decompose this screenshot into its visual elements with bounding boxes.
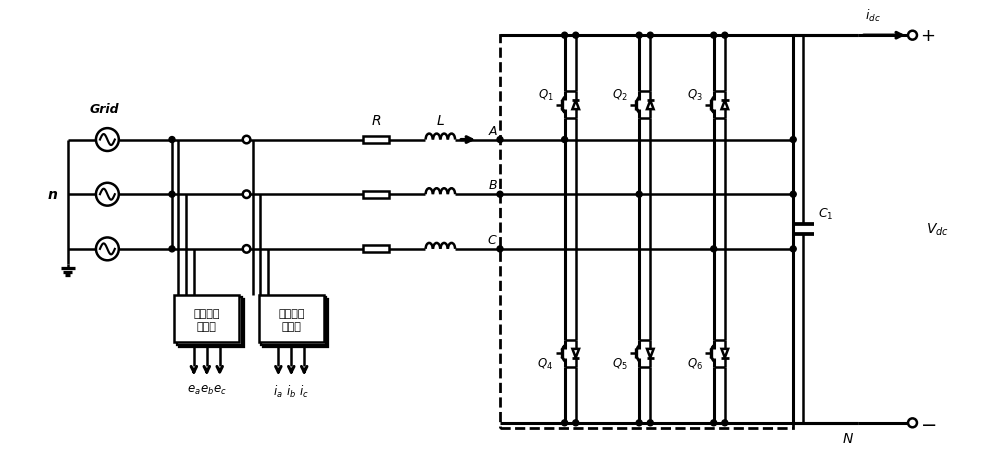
Polygon shape — [562, 346, 565, 348]
Text: $Q_5$: $Q_5$ — [612, 356, 628, 371]
Text: $C$: $C$ — [487, 233, 498, 246]
Circle shape — [790, 192, 796, 198]
Circle shape — [722, 420, 728, 426]
Bar — [263, 299, 328, 347]
Bar — [174, 295, 239, 342]
Bar — [363, 191, 389, 198]
Circle shape — [243, 191, 250, 199]
Circle shape — [790, 137, 796, 143]
Circle shape — [562, 420, 568, 426]
Polygon shape — [572, 101, 579, 110]
Polygon shape — [721, 349, 728, 358]
Polygon shape — [647, 349, 654, 358]
Circle shape — [96, 238, 119, 261]
Text: $C_1$: $C_1$ — [818, 206, 834, 221]
Text: $i_{dc}$: $i_{dc}$ — [865, 8, 881, 24]
Polygon shape — [637, 346, 639, 348]
Bar — [177, 297, 242, 345]
Circle shape — [908, 32, 917, 40]
Circle shape — [96, 184, 119, 206]
Text: 交流电压: 交流电压 — [194, 309, 220, 319]
Circle shape — [908, 419, 917, 427]
Text: $B$: $B$ — [488, 179, 498, 192]
Bar — [179, 299, 244, 347]
Bar — [261, 297, 326, 345]
Text: $Q_3$: $Q_3$ — [687, 88, 703, 103]
Bar — [500, 36, 793, 428]
Circle shape — [711, 246, 717, 252]
Circle shape — [497, 246, 503, 252]
Circle shape — [243, 136, 250, 144]
Bar — [363, 137, 389, 144]
Circle shape — [711, 33, 717, 39]
Text: $Q_2$: $Q_2$ — [612, 88, 628, 103]
Circle shape — [497, 192, 503, 198]
Text: $Q_6$: $Q_6$ — [687, 356, 703, 371]
Text: $i_a$: $i_a$ — [273, 383, 283, 399]
Text: $i_c$: $i_c$ — [299, 383, 309, 399]
Text: 交流电流: 交流电流 — [278, 309, 305, 319]
Circle shape — [573, 33, 579, 39]
Text: $L$: $L$ — [436, 113, 445, 127]
Text: Grid: Grid — [90, 102, 119, 116]
Polygon shape — [647, 101, 654, 110]
Circle shape — [636, 420, 642, 426]
Text: $e_a$: $e_a$ — [187, 383, 201, 396]
Text: $-$: $-$ — [920, 414, 937, 432]
Text: n: n — [48, 188, 58, 202]
Circle shape — [96, 129, 119, 151]
Circle shape — [647, 33, 653, 39]
Text: $Q_4$: $Q_4$ — [537, 356, 553, 371]
Polygon shape — [637, 111, 639, 113]
Circle shape — [647, 420, 653, 426]
Polygon shape — [562, 111, 565, 113]
Text: $Q_1$: $Q_1$ — [538, 88, 553, 103]
Circle shape — [243, 246, 250, 253]
Circle shape — [169, 137, 175, 143]
Text: $i_b$: $i_b$ — [286, 383, 296, 399]
Circle shape — [636, 33, 642, 39]
Text: $N$: $N$ — [842, 431, 854, 445]
Text: $e_c$: $e_c$ — [213, 383, 227, 396]
Circle shape — [169, 192, 175, 198]
Circle shape — [497, 137, 503, 143]
Polygon shape — [711, 111, 714, 113]
Circle shape — [790, 246, 796, 252]
Polygon shape — [572, 349, 579, 358]
Circle shape — [636, 192, 642, 198]
Circle shape — [711, 420, 717, 426]
Circle shape — [573, 420, 579, 426]
Circle shape — [722, 33, 728, 39]
Bar — [259, 295, 324, 342]
Text: $V_{dc}$: $V_{dc}$ — [926, 221, 949, 238]
Polygon shape — [711, 346, 714, 348]
Circle shape — [169, 246, 175, 252]
Text: 传感器: 传感器 — [197, 322, 217, 332]
Polygon shape — [721, 101, 728, 110]
Text: $+$: $+$ — [920, 27, 936, 45]
Text: $A$: $A$ — [488, 124, 498, 137]
Text: $R$: $R$ — [371, 113, 381, 127]
Circle shape — [562, 137, 568, 143]
Text: 传感器: 传感器 — [281, 322, 301, 332]
Bar — [363, 246, 389, 253]
Circle shape — [562, 33, 568, 39]
Text: $e_b$: $e_b$ — [200, 383, 214, 396]
